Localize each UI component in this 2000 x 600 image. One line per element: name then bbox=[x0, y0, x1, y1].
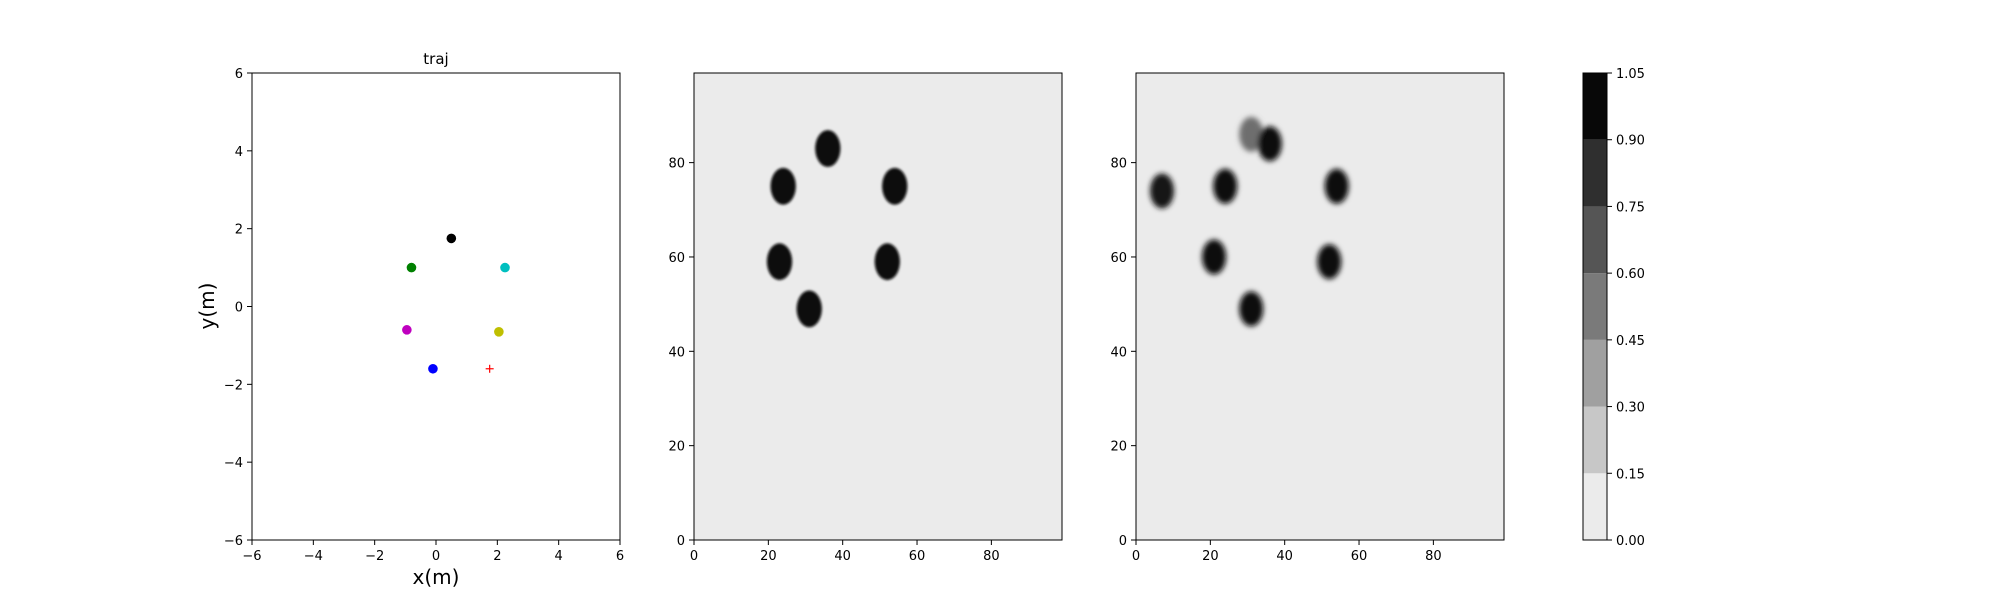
traj-ytick-label: −4 bbox=[224, 456, 243, 471]
colorbar-frame bbox=[1582, 72, 1608, 541]
map-panel-2: 0 20 40 60 80 0 20 40 60 80 bbox=[1110, 72, 1505, 564]
traj-xtick-label: 0 bbox=[432, 549, 440, 564]
map-2-blob bbox=[1324, 168, 1349, 204]
map-2-blob bbox=[1317, 244, 1342, 280]
traj-point bbox=[402, 325, 412, 335]
traj-xlabel: x(m) bbox=[413, 565, 460, 589]
map-2-blob bbox=[1150, 173, 1175, 209]
map-2-ytick-label: 20 bbox=[1110, 440, 1127, 455]
traj-xtick-label: −2 bbox=[365, 549, 384, 564]
colorbar-tick-label: 0.75 bbox=[1616, 200, 1645, 215]
traj-point bbox=[406, 262, 417, 273]
colorbar-tick-label: 0.00 bbox=[1616, 534, 1645, 549]
map-2-ticks: 0 20 40 60 80 0 20 40 60 80 bbox=[1110, 157, 1441, 564]
map-1-xtick-label: 0 bbox=[690, 549, 698, 564]
colorbar-band bbox=[1583, 339, 1607, 407]
map-1-ytick-label: 0 bbox=[677, 534, 685, 549]
map-2-ytick-label: 60 bbox=[1110, 251, 1127, 266]
traj-ytick-label: −2 bbox=[224, 378, 243, 393]
traj-xtick-label: 6 bbox=[616, 549, 624, 564]
map-1-ytick-label: 20 bbox=[668, 440, 685, 455]
traj-point bbox=[494, 326, 504, 337]
colorbar-tick-label: 1.05 bbox=[1616, 67, 1645, 82]
colorbar-tick-label: 0.90 bbox=[1616, 134, 1645, 149]
map-2-blob bbox=[1239, 291, 1264, 327]
map-2-blobs bbox=[1150, 116, 1349, 327]
traj-point bbox=[446, 233, 457, 244]
map-1-xtick-label: 20 bbox=[760, 549, 777, 564]
map-1-xtick-label: 40 bbox=[834, 549, 851, 564]
traj-ytick-label: −6 bbox=[224, 534, 243, 549]
colorbar-band bbox=[1583, 139, 1607, 207]
map-1-blob bbox=[766, 243, 793, 281]
traj-panel: traj x(m) y(m) −6 −4 −2 0 2 4 6 −6 −4 −2 0 2 4 6 bbox=[195, 50, 624, 589]
map-panel-1: 0 20 40 60 80 0 20 40 60 80 bbox=[668, 72, 1063, 564]
map-2-blob bbox=[1239, 116, 1264, 152]
colorbar: 0.00 0.15 0.30 0.45 0.60 0.75 0.90 1.05 bbox=[1582, 67, 1645, 549]
map-2-ytick-label: 80 bbox=[1110, 157, 1127, 172]
traj-xtick-label: 2 bbox=[493, 549, 501, 564]
traj-title: traj bbox=[423, 50, 448, 68]
colorbar-tick-label: 0.60 bbox=[1616, 267, 1645, 282]
colorbar-tick-label: 0.30 bbox=[1616, 401, 1645, 416]
map-2-background bbox=[1136, 73, 1504, 540]
map-1-blob bbox=[796, 290, 822, 328]
colorbar-band bbox=[1583, 406, 1607, 474]
map-2-xtick-label: 20 bbox=[1202, 549, 1219, 564]
map-1-ytick-label: 40 bbox=[668, 345, 685, 360]
traj-xtick-label: 4 bbox=[555, 549, 563, 564]
map-1-blob bbox=[770, 167, 796, 205]
colorbar-tick-label: 0.45 bbox=[1616, 334, 1645, 349]
map-2-ytick-label: 40 bbox=[1110, 345, 1127, 360]
traj-ytick-label: 2 bbox=[235, 223, 243, 238]
traj-point bbox=[500, 262, 510, 273]
map-2-xtick-label: 40 bbox=[1276, 549, 1293, 564]
colorbar-tick-label: 0.15 bbox=[1616, 467, 1645, 482]
colorbar-band bbox=[1583, 206, 1607, 274]
traj-ylabel: y(m) bbox=[195, 283, 219, 330]
map-2-xtick-label: 80 bbox=[1425, 549, 1442, 564]
map-1-axes-frame bbox=[693, 72, 1063, 541]
colorbar-band bbox=[1583, 73, 1607, 140]
map-1-xtick-label: 60 bbox=[909, 549, 926, 564]
map-1-blob bbox=[874, 243, 900, 281]
map-2-ytick-label: 0 bbox=[1119, 534, 1127, 549]
traj-ytick-label: 0 bbox=[235, 301, 243, 316]
traj-points bbox=[402, 233, 510, 374]
map-2-axes-frame bbox=[1135, 72, 1505, 541]
traj-point bbox=[428, 363, 438, 374]
map-2-blob bbox=[1213, 168, 1238, 204]
colorbar-band bbox=[1583, 473, 1607, 540]
traj-ytick-label: 4 bbox=[235, 145, 243, 160]
map-1-blob bbox=[815, 130, 841, 167]
map-1-blob bbox=[882, 167, 908, 205]
map-1-blobs bbox=[766, 130, 908, 328]
traj-xtick-label: −6 bbox=[242, 549, 261, 564]
map-2-blob bbox=[1202, 239, 1227, 275]
map-1-ytick-label: 80 bbox=[668, 157, 685, 172]
map-1-ticks: 0 20 40 60 80 0 20 40 60 80 bbox=[668, 157, 999, 564]
colorbar-band bbox=[1583, 273, 1607, 340]
traj-goal-marker bbox=[485, 364, 494, 373]
map-2-xtick-label: 60 bbox=[1351, 549, 1368, 564]
traj-axes-frame bbox=[251, 72, 621, 541]
map-1-xtick-label: 80 bbox=[983, 549, 1000, 564]
map-1-background bbox=[694, 73, 1062, 540]
traj-ytick-label: 6 bbox=[235, 67, 243, 82]
map-2-blob bbox=[1257, 126, 1282, 162]
traj-xtick-label: −4 bbox=[304, 549, 323, 564]
map-2-xtick-label: 0 bbox=[1132, 549, 1140, 564]
traj-ticks: −6 −4 −2 0 2 4 6 −6 −4 −2 0 2 4 6 bbox=[224, 67, 624, 564]
map-1-ytick-label: 60 bbox=[668, 251, 685, 266]
